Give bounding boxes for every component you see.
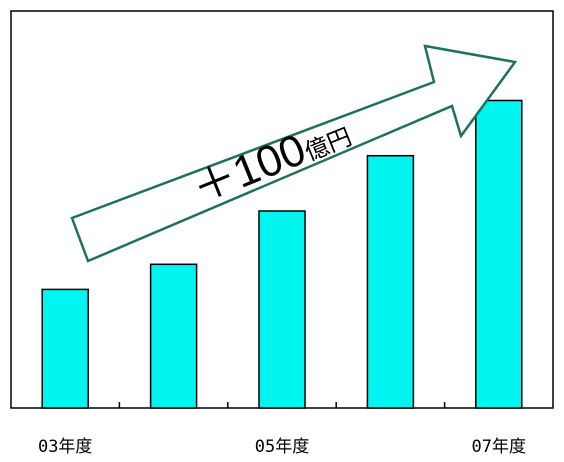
bar-3 xyxy=(258,210,306,409)
ticks-group xyxy=(118,402,446,408)
x-tick-label-5: 07年度 xyxy=(472,437,526,457)
bars-group xyxy=(41,99,523,409)
bar-5 xyxy=(475,99,523,409)
x-tick-labels: 03年度 05年度 07年度 xyxy=(38,437,526,457)
x-tick-label-3: 05年度 xyxy=(255,437,309,457)
bar-2 xyxy=(149,263,198,409)
bar-1 xyxy=(41,288,89,409)
bar-4 xyxy=(366,154,415,409)
x-tick-label-1: 03年度 xyxy=(38,437,92,457)
growth-arrow-amount: ＋100 xyxy=(185,125,312,214)
growth-arrow-shape xyxy=(70,44,518,263)
